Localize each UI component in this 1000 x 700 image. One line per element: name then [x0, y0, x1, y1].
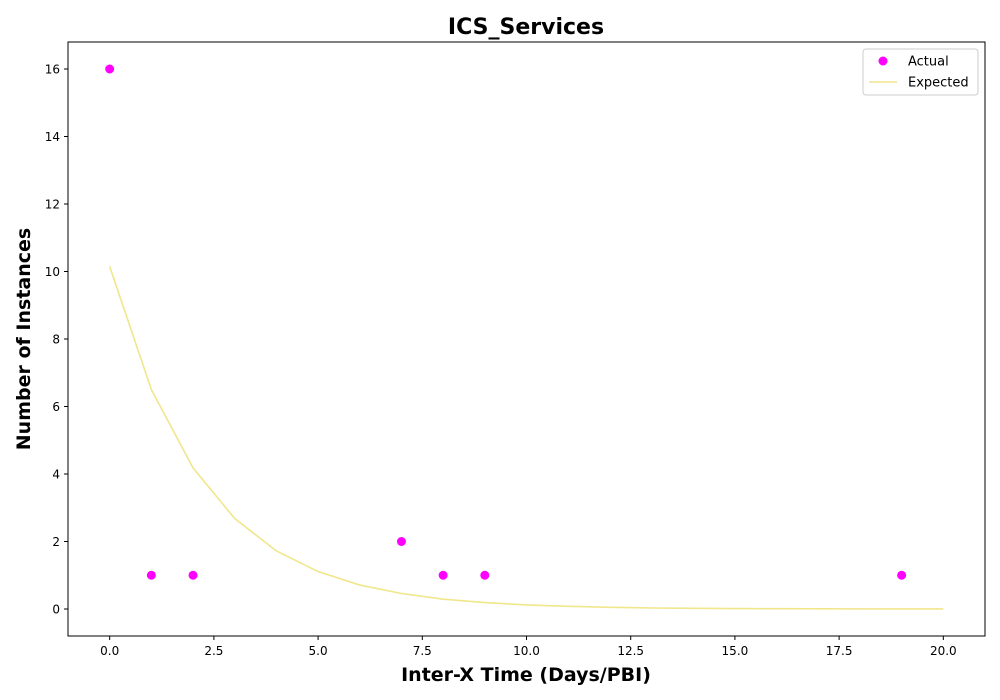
data-point-actual — [105, 64, 115, 74]
x-tick-label: 7.5 — [413, 644, 432, 658]
y-axis-label: Number of Instances — [13, 228, 35, 450]
x-tick-label: 0.0 — [100, 644, 119, 658]
legend-marker-actual — [878, 56, 888, 66]
plot-area: 0.0 2.5 5.0 7.5 10.0 12.5 15.0 17.5 20.0 0 2 4 6 8 10 1… — [45, 41, 986, 658]
y-tick-label: 0 — [52, 603, 60, 617]
legend-box — [862, 48, 979, 96]
x-tick-label: 15.0 — [722, 644, 749, 658]
data-point-actual — [396, 537, 406, 546]
x-tick-label: 2.5 — [204, 644, 223, 658]
axes-frame — [67, 41, 986, 637]
x-tick-label: 12.5 — [617, 644, 644, 658]
legend: Actual Expected — [862, 48, 979, 96]
x-tick-label: 10.0 — [513, 644, 540, 658]
y-tick-label: 6 — [52, 400, 60, 414]
data-point-actual — [438, 570, 448, 580]
data-point-actual — [897, 570, 907, 580]
y-tick-label: 8 — [52, 333, 60, 347]
legend-label: Expected — [908, 76, 969, 91]
y-tick-label: 14 — [45, 130, 60, 144]
chart-title: ICS_Services — [448, 15, 604, 40]
x-axis-label: Inter-X Time (Days/PBI) — [401, 664, 651, 686]
data-point-actual — [188, 570, 198, 580]
x-tick-label: 5.0 — [309, 644, 328, 658]
data-point-actual — [480, 570, 490, 580]
x-tick-label: 17.5 — [826, 644, 853, 658]
y-tick-label: 2 — [52, 535, 60, 549]
legend-label: Actual — [908, 55, 949, 70]
data-point-actual — [146, 570, 156, 580]
y-tick-label: 4 — [52, 468, 60, 482]
y-tick-label: 12 — [45, 198, 60, 212]
y-tick-label: 10 — [45, 265, 60, 279]
y-tick-label: 16 — [45, 63, 60, 77]
series-line-expected — [108, 266, 944, 610]
x-tick-label: 20.0 — [930, 644, 957, 658]
